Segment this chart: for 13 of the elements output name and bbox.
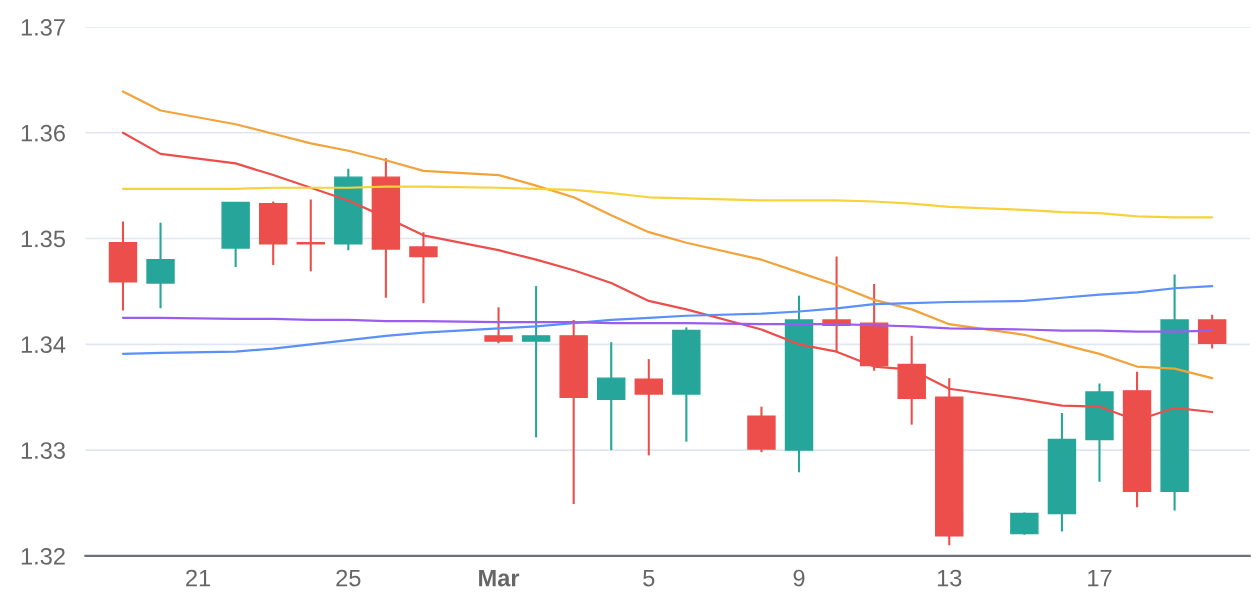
- x-tick-label: 25: [336, 569, 361, 587]
- y-tick-label: 1.35: [21, 230, 65, 248]
- x-tick-label: Mar: [479, 569, 520, 587]
- x-tick-label: 13: [937, 569, 962, 587]
- x-tick-label: 5: [643, 569, 655, 587]
- y-tick-label: 1.37: [21, 19, 65, 36]
- y-tick-label: 1.34: [21, 336, 66, 354]
- y-tick-label: 1.32: [21, 547, 65, 565]
- x-tick-label: 9: [793, 569, 805, 587]
- y-tick-label: 1.33: [21, 442, 65, 459]
- y-tick-label: 1.36: [21, 124, 65, 142]
- x-tick-label: 21: [186, 569, 211, 587]
- x-tick-label: 17: [1088, 569, 1112, 587]
